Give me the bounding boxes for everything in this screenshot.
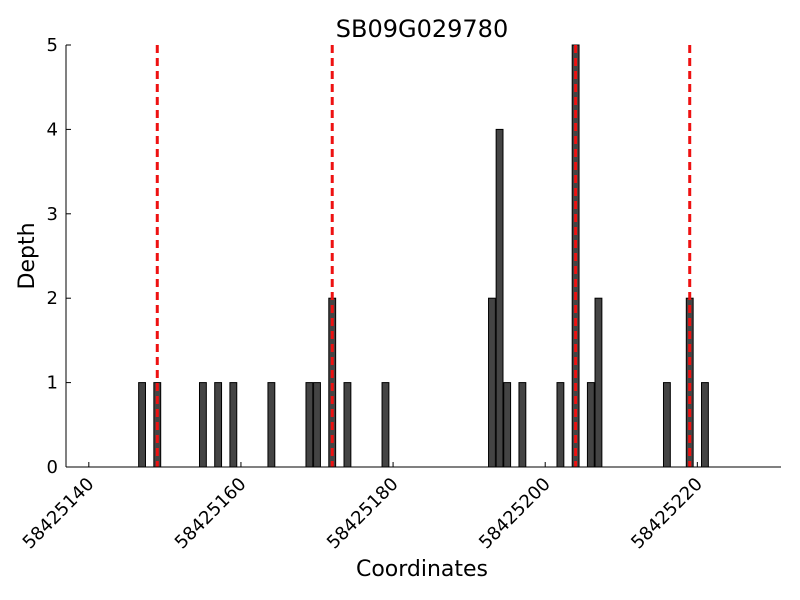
- x-tick-label: 58425200: [475, 474, 555, 554]
- y-tick-label: 5: [47, 35, 58, 56]
- bar: [488, 297, 496, 468]
- bar: [662, 382, 671, 468]
- bar: [198, 382, 207, 468]
- bar: [381, 382, 390, 468]
- bar: [518, 382, 527, 468]
- bar: [495, 128, 504, 468]
- chart-title: SB09G029780: [336, 15, 508, 43]
- y-tick-label: 0: [47, 457, 58, 478]
- y-tick-label: 4: [47, 119, 58, 140]
- bar: [586, 382, 595, 468]
- bar: [343, 382, 352, 468]
- x-tick-label: 58425220: [627, 474, 707, 554]
- x-axis-label: Coordinates: [356, 557, 488, 582]
- y-tick-label: 1: [47, 373, 58, 394]
- y-tick-label: 3: [47, 204, 58, 225]
- bar: [503, 382, 512, 468]
- bar: [313, 382, 321, 468]
- x-tick-label: 58425140: [19, 474, 99, 554]
- bar: [594, 297, 603, 468]
- y-tick-label: 2: [47, 288, 58, 309]
- bar: [267, 382, 276, 468]
- bar: [701, 382, 709, 468]
- x-tick-label: 58425160: [171, 474, 251, 554]
- bar: [229, 382, 238, 468]
- bar: [556, 382, 565, 468]
- x-tick-label: 58425180: [323, 474, 403, 554]
- bar: [305, 382, 314, 468]
- bar: [138, 382, 146, 468]
- bar: [214, 382, 223, 468]
- y-axis-label: Depth: [15, 222, 40, 289]
